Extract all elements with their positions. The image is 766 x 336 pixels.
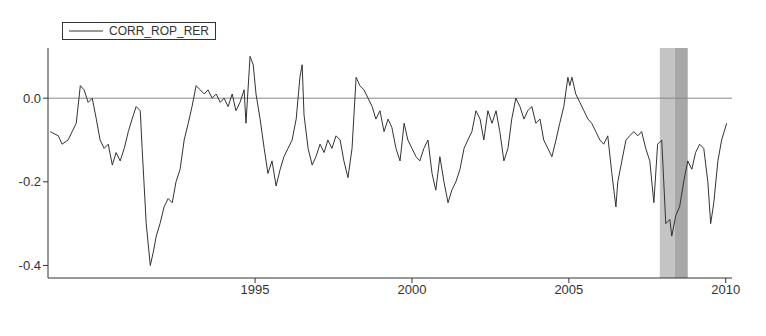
svg-text:-0.4: -0.4 — [19, 258, 41, 273]
svg-text:2005: 2005 — [554, 282, 583, 297]
svg-text:-0.2: -0.2 — [19, 174, 41, 189]
svg-text:2010: 2010 — [711, 282, 740, 297]
svg-text:1995: 1995 — [241, 282, 270, 297]
svg-text:0.0: 0.0 — [23, 91, 41, 106]
svg-text:2000: 2000 — [398, 282, 427, 297]
html-text:CORR_ROP_RER: CORR_ROP_RER — [109, 24, 209, 38]
